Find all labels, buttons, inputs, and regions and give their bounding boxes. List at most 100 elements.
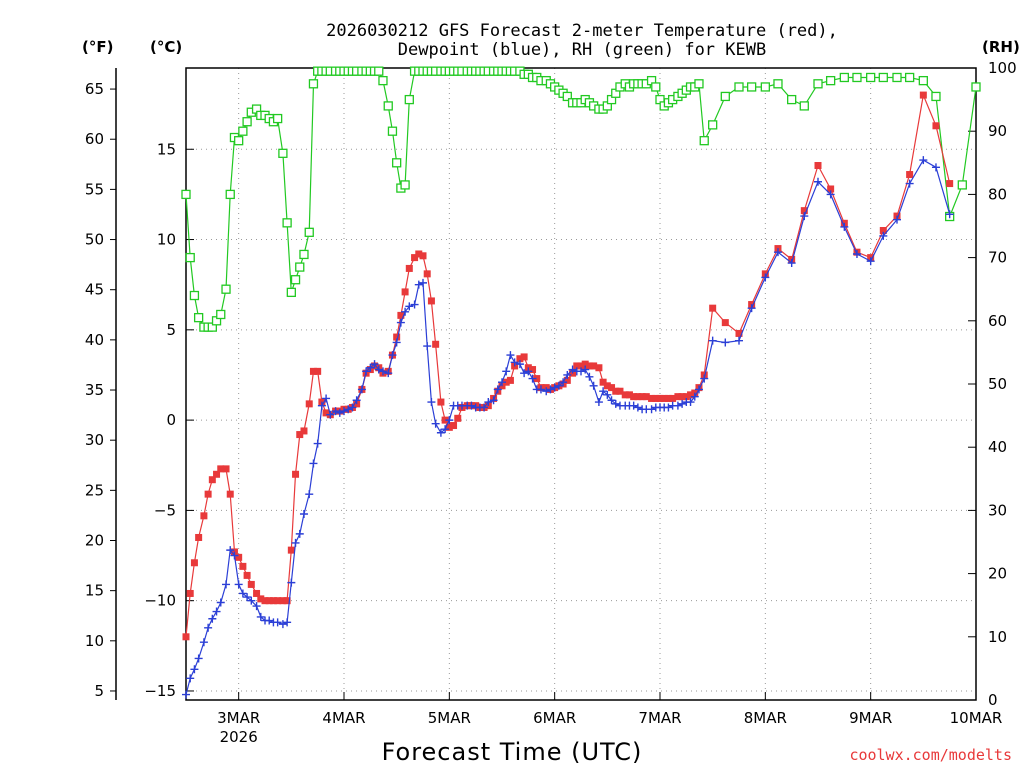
- dewpoint-point: [536, 385, 545, 394]
- temperature-point: [687, 391, 695, 399]
- temperature-point: [208, 476, 216, 484]
- rh-point: [378, 75, 388, 86]
- dewpoint-point: [524, 367, 533, 376]
- temperature-point: [669, 394, 677, 402]
- rh-point: [957, 180, 967, 190]
- dewpoint-point: [291, 538, 300, 547]
- temperature-point: [648, 394, 656, 402]
- dewpoint-point: [182, 690, 190, 699]
- dewpoint-point: [633, 403, 642, 412]
- dewpoint-point: [484, 398, 493, 407]
- dewpoint-point: [735, 336, 743, 345]
- dewpoint-point: [278, 620, 287, 629]
- dewpoint-point: [761, 273, 770, 282]
- temperature-point: [599, 378, 607, 386]
- dewpoint-point: [287, 578, 296, 587]
- dewpoint-point: [370, 360, 379, 369]
- rh-point: [708, 120, 718, 130]
- celsius-unit-label: (°C): [150, 38, 182, 56]
- dewpoint-point: [212, 607, 221, 616]
- dewpoint-point: [299, 510, 308, 519]
- rh-point: [400, 180, 410, 190]
- dewpoint-point: [234, 580, 243, 589]
- temperature-point: [656, 394, 664, 402]
- temperature-point: [879, 227, 887, 235]
- dewpoint-point: [493, 385, 502, 394]
- dewpoint-point: [322, 394, 331, 403]
- dewpoint-point: [414, 280, 423, 289]
- dewpoint-point: [480, 403, 489, 412]
- dewpoint-point: [230, 551, 239, 560]
- rh-tick-label: 80: [988, 185, 1007, 203]
- dewpoint-point: [559, 378, 568, 387]
- dewpoint-point: [317, 401, 326, 410]
- dewpoint-point: [384, 369, 393, 378]
- temperature-point: [674, 393, 682, 401]
- x-tick-label: 4MAR: [322, 709, 365, 727]
- dewpoint-point: [392, 338, 401, 347]
- temperature-point: [664, 394, 672, 402]
- temperature-point: [581, 360, 589, 368]
- temperature-point: [642, 393, 650, 401]
- temperature-point: [401, 288, 409, 296]
- rh-point: [282, 218, 292, 228]
- temperature-point: [415, 250, 423, 258]
- dewpoint-point: [506, 351, 515, 360]
- temperature-point: [269, 597, 277, 605]
- celsius-tick-label: −10: [144, 592, 176, 610]
- rh-line: [185, 70, 977, 328]
- celsius-tick-label: −15: [144, 682, 176, 700]
- x-tick-label: 7MAR: [638, 709, 681, 727]
- dewpoint-point: [190, 665, 199, 674]
- temperature-point: [612, 387, 620, 395]
- credit-text: coolwx.com/modelts: [849, 746, 1012, 764]
- dewpoint-point: [893, 215, 901, 224]
- temperature-point: [814, 162, 822, 170]
- temperature-point: [603, 382, 611, 390]
- temperature-point: [200, 512, 208, 520]
- rh-point: [295, 262, 305, 272]
- temperature-point: [243, 571, 251, 579]
- rh-point: [825, 75, 836, 86]
- rh-tick-label: 40: [988, 438, 1007, 456]
- temperature-point: [397, 311, 405, 319]
- temperature-point: [630, 393, 638, 401]
- temperature-point: [800, 207, 808, 215]
- temperature-point: [533, 375, 541, 383]
- rh-point: [904, 72, 915, 83]
- temperature-point: [660, 394, 668, 402]
- dewpoint-point: [700, 374, 709, 383]
- temperature-point: [506, 376, 514, 384]
- dewpoint-point: [340, 407, 348, 416]
- x-tick-label: 8MAR: [744, 709, 787, 727]
- temperature-point: [405, 264, 413, 272]
- dewpoint-point: [374, 365, 383, 374]
- dewpoint-point: [186, 674, 195, 683]
- x-tick-label: 5MAR: [428, 709, 471, 727]
- dewpoint-point: [510, 358, 519, 367]
- dewpoint-point: [542, 387, 551, 396]
- dewpoint-point: [199, 638, 208, 647]
- temperature-point: [520, 353, 528, 361]
- dewpoint-point: [295, 529, 304, 538]
- rh-point: [392, 158, 402, 168]
- rh-tick-label: 20: [988, 565, 1007, 583]
- fahrenheit-tick-label: 35: [85, 381, 104, 399]
- dewpoint-point: [222, 580, 231, 589]
- rh-series: [181, 66, 981, 332]
- rh-point: [562, 91, 572, 102]
- rh-point: [892, 72, 902, 83]
- temperature-point: [608, 384, 616, 392]
- temperature-point: [721, 319, 729, 327]
- dewpoint-point: [252, 602, 261, 611]
- rh-point: [866, 72, 876, 83]
- dewpoint-point: [194, 654, 203, 663]
- temperature-point: [590, 362, 598, 370]
- dewpoint-point: [419, 278, 427, 287]
- dewpoint-point: [520, 369, 529, 378]
- dewpoint-point: [629, 401, 638, 410]
- rh-point: [699, 136, 709, 146]
- dewpoint-point: [265, 616, 274, 625]
- rh-tick-label: 70: [988, 249, 1007, 267]
- dewpoint-point: [247, 596, 256, 605]
